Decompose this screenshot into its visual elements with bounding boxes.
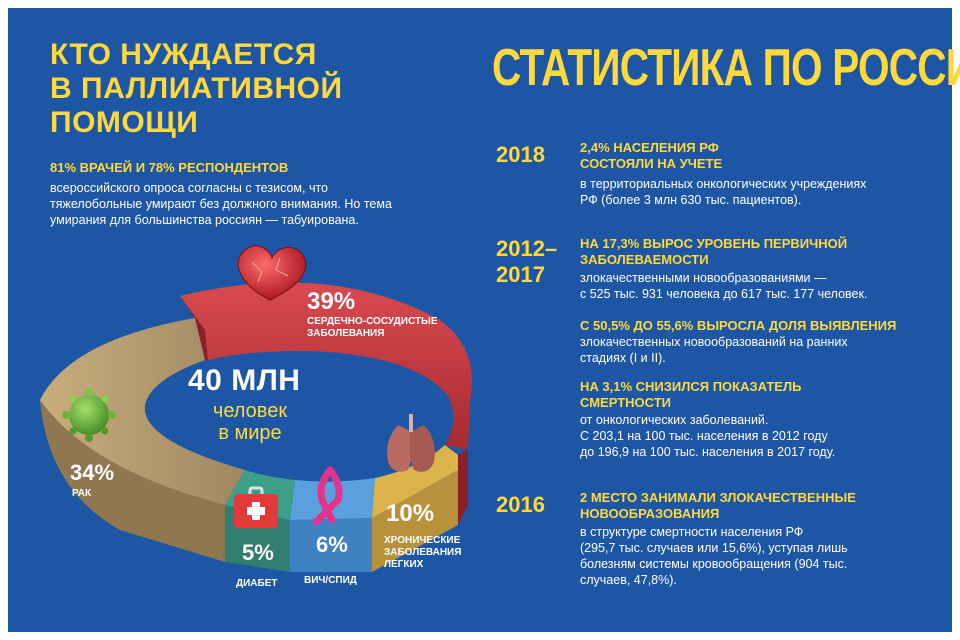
ring-center-line: человек (212, 400, 288, 422)
entry-text: от онкологических заболеваний. С 203,1 н… (580, 412, 925, 460)
slice-value-diabetes: 5% (242, 540, 274, 565)
slice-value-cancer: 34% (70, 460, 115, 485)
left-title-line: КТО НУЖДАЕТСЯ (50, 38, 317, 71)
slice-value-lungs: 10% (386, 500, 435, 527)
entry-text-line: стадиях (I и II). (580, 351, 666, 365)
ring-side-cardio (458, 450, 468, 525)
entry-text-line: С 203,1 на 100 тыс. населения в 2012 год… (580, 429, 828, 443)
entry-text-line: злокачественными новообразованиями — (580, 271, 827, 285)
ring-slice-lungs (372, 445, 458, 518)
ring-center-text: человек в мире (180, 400, 320, 444)
ring-center-line: в мире (218, 422, 282, 444)
entry-headline-line: СОСТОЯЛИ НА УЧЕТЕ (580, 156, 723, 171)
slice-label-lungs: ХРОНИЧЕСКИЕ ЗАБОЛЕВАНИЯ ЛЕГКИХ (384, 535, 461, 571)
lead-text-line: тяжелобольные умирают без должного внима… (50, 197, 392, 211)
slice-label-hiv: ВИЧ/СПИД (304, 575, 357, 586)
entry-text-line: болезням системы кровообращения (904 тыс… (580, 557, 848, 571)
entry-headline: 2 МЕСТО ЗАНИМАЛИ ЗЛОКАЧЕСТВЕННЫЕ НОВООБР… (580, 490, 920, 522)
lead-highlight: 81% ВРАЧЕЙ И 78% РЕСПОНДЕНТОВ (50, 160, 289, 175)
lead-text: всероссийского опроса согласны с тезисом… (50, 180, 430, 228)
entry-year-line: 2016 (496, 492, 545, 517)
lead-text-line: всероссийского опроса согласны с тезисом… (50, 181, 329, 195)
entry-headline-line: С 50,5% ДО 55,6% ВЫРОСЛА ДОЛЯ ВЫЯВЛЕНИЯ (580, 318, 897, 333)
ring-slice-hiv (290, 478, 375, 520)
entry-headline-line: НОВООБРАЗОВАНИЯ (580, 506, 720, 521)
right-title: СТАТИСТИКА ПО РОССИИ (492, 39, 960, 97)
slice-label-cardio: СЕРДЕЧНО-СОСУДИСТЫЕ ЗАБОЛЕВАНИЯ (307, 316, 438, 340)
entry-text-line: в территориальных онкологических учрежде… (580, 177, 867, 191)
ring-side-cancer (40, 400, 225, 562)
entry-headline-line: НА 17,3% ВЫРОС УРОВЕНЬ ПЕРВИЧНОЙ (580, 236, 848, 251)
entry-year: 2018 (496, 142, 545, 168)
lead-text-line: умирания для большинства россиян — табуи… (50, 213, 359, 227)
entry-headline: НА 17,3% ВЫРОС УРОВЕНЬ ПЕРВИЧНОЙ ЗАБОЛЕВ… (580, 236, 920, 268)
entry-text: в структуре смертности населения РФ (295… (580, 524, 925, 588)
entry-headline: 2,4% НАСЕЛЕНИЯ РФ СОСТОЯЛИ НА УЧЕТЕ (580, 140, 920, 172)
left-title-line: ПОМОЩИ (50, 106, 199, 139)
heart-icon (237, 245, 307, 301)
first-aid-kit-icon (234, 486, 278, 528)
ring-cardio-step (180, 296, 208, 360)
slice-label-line: ЗАБОЛЕВАНИЯ (384, 547, 462, 558)
entry-text-line: случаев, 47,8%). (580, 573, 677, 587)
ring-slice-cancer (40, 318, 245, 505)
left-title-line: В ПАЛЛИАТИВНОЙ (50, 72, 343, 105)
slice-value-cardio: 39% (307, 288, 356, 315)
entry-headline-line: ЗАБОЛЕВАЕМОСТИ (580, 252, 709, 267)
entry-headline-line: НА 3,1% СНИЗИЛСЯ ПОКАЗАТЕЛЬ (580, 379, 802, 394)
slice-label-line: ЛЕГКИХ (384, 559, 424, 570)
slice-label-diabetes: ДИАБЕТ (236, 578, 278, 589)
entry-year: 2012– 2017 (496, 236, 557, 288)
entry-year-line: 2012– (496, 236, 558, 261)
entry-text-line: злокачественных новообразований на ранни… (580, 335, 848, 349)
entry-year-line: 2018 (496, 142, 545, 167)
entry-text: злокачественными новообразованиями — с 5… (580, 270, 925, 302)
entry-text-line: в структуре смертности населения РФ (580, 525, 804, 539)
ring-top-faces (40, 282, 472, 520)
entry-headline-line: 2 МЕСТО ЗАНИМАЛИ ЗЛОКАЧЕСТВЕННЫЕ (580, 490, 856, 505)
entry-text: в территориальных онкологических учрежде… (580, 176, 925, 208)
virus-icon (62, 388, 116, 442)
entry-headline: НА 3,1% СНИЗИЛСЯ ПОКАЗАТЕЛЬ СМЕРТНОСТИ (580, 379, 920, 411)
entry-text-line: до 196,9 на 100 тыс. населения в 2017 го… (580, 445, 836, 459)
entry-text-line: РФ (более 3 млн 630 тыс. пациентов). (580, 193, 802, 207)
slice-label-cancer: РАК (72, 488, 92, 499)
entry-text-line: от онкологических заболеваний. (580, 413, 769, 427)
entry-headline: С 50,5% ДО 55,6% ВЫРОСЛА ДОЛЯ ВЫЯВЛЕНИЯ (580, 318, 920, 334)
left-title: КТО НУЖДАЕТСЯ В ПАЛЛИАТИВНОЙ ПОМОЩИ (50, 38, 470, 140)
slice-value-hiv: 6% (316, 532, 348, 557)
ring-slice-cardio (180, 282, 472, 450)
ring-side-hiv (290, 518, 372, 572)
entry-text-line: с 525 тыс. 931 человека до 617 тыс. 177 … (580, 287, 868, 301)
entry-headline-line: СМЕРТНОСТИ (580, 395, 672, 410)
lungs-icon (387, 414, 435, 472)
slice-label-line: ЗАБОЛЕВАНИЯ (307, 328, 385, 339)
ribbon-icon (312, 466, 343, 526)
entry-year-line: 2017 (496, 262, 545, 287)
slice-label-line: СЕРДЕЧНО-СОСУДИСТЫЕ (307, 316, 438, 327)
slice-label-line: ХРОНИЧЕСКИЕ (384, 535, 461, 546)
ring-side-lungs (372, 470, 458, 572)
ring-center-value: 40 МЛН (188, 364, 301, 397)
entry-year: 2016 (496, 492, 545, 518)
entry-text: злокачественных новообразований на ранни… (580, 334, 925, 366)
entry-headline-line: 2,4% НАСЕЛЕНИЯ РФ (580, 140, 719, 155)
entry-text-line: (295,7 тыс. случаев или 15,6%), уступая … (580, 541, 848, 555)
